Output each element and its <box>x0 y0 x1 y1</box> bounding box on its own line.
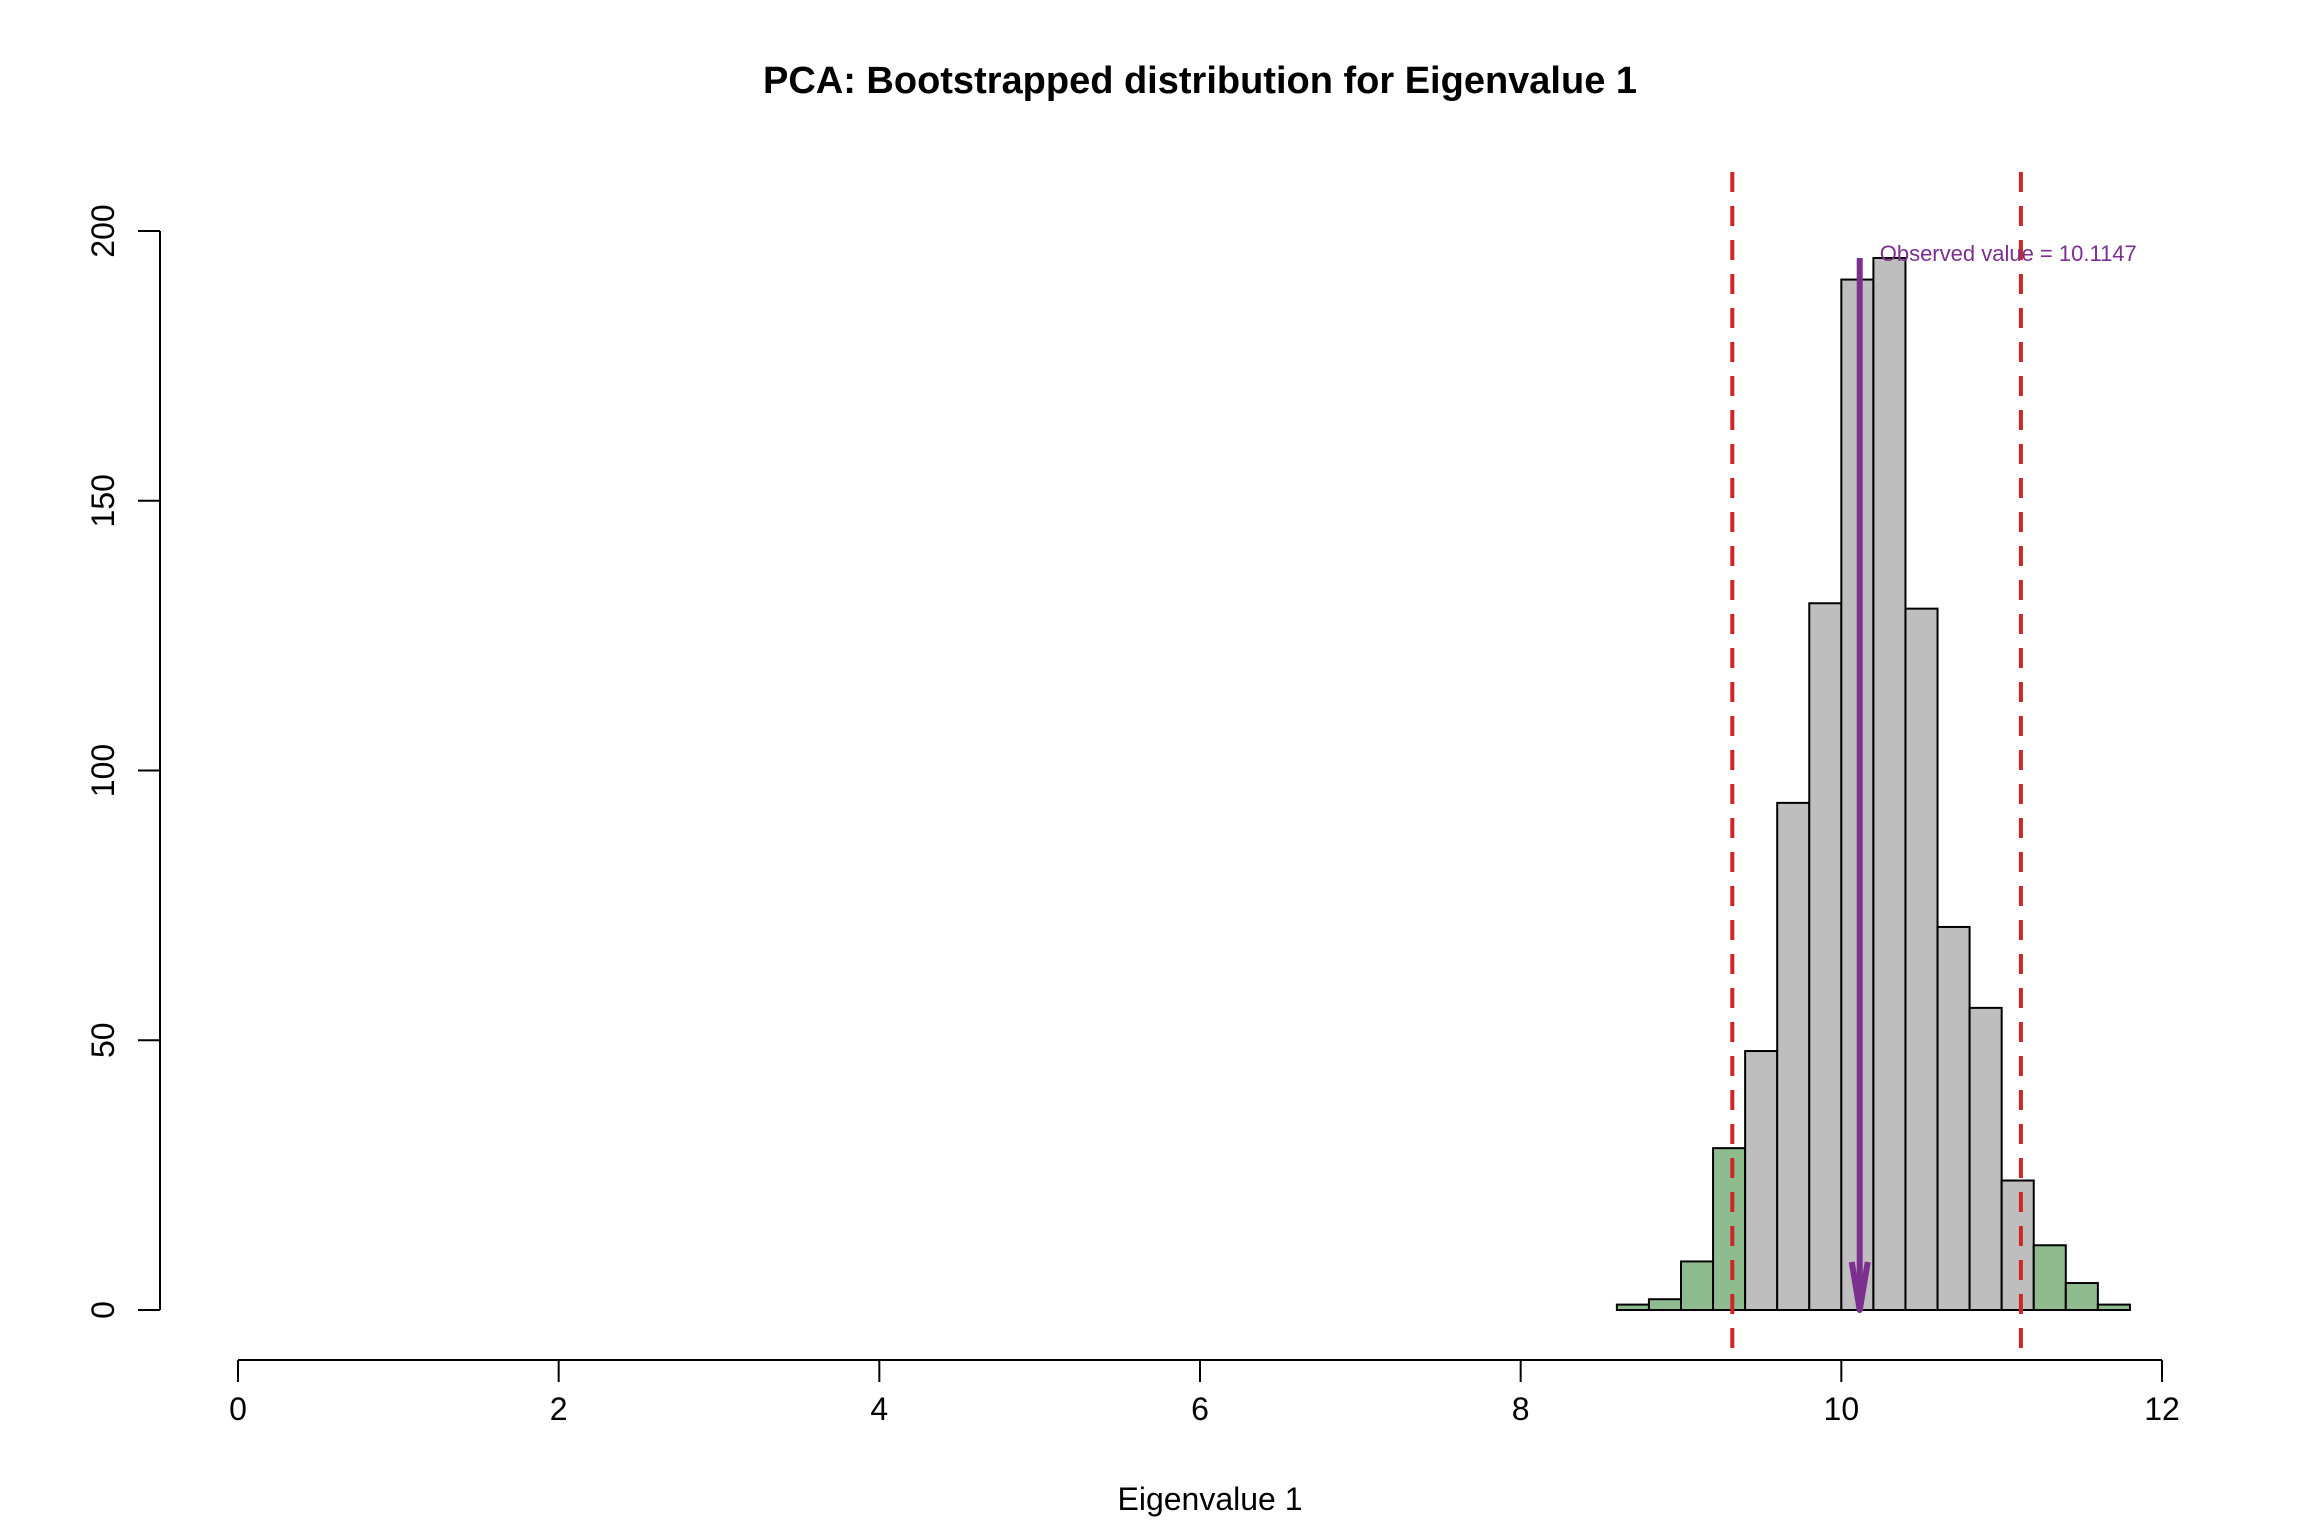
x-tick-label: 0 <box>229 1391 247 1427</box>
y-tick-label: 50 <box>85 1022 121 1058</box>
x-axis: 0 2 4 6 8 10 12 <box>229 1359 2180 1427</box>
histogram-bar <box>1904 607 1939 1311</box>
histogram-bar <box>2032 1244 2067 1312</box>
observed-marker: Observed value = 10.1147 <box>1848 241 2137 1313</box>
y-tick-label: 100 <box>85 744 121 797</box>
x-tick-label: 4 <box>870 1391 888 1427</box>
histogram-bar <box>1647 1298 1683 1311</box>
histogram-bar <box>1680 1260 1715 1311</box>
histogram-bar <box>1872 256 1907 1312</box>
chart-title: PCA: Bootstrapped distribution for Eigen… <box>763 60 1637 102</box>
observed-value-label: Observed value = 10.1147 <box>1880 241 2137 266</box>
x-tick-label: 12 <box>2144 1391 2180 1427</box>
y-tick-label: 0 <box>85 1301 121 1319</box>
bars-layer <box>1615 256 2131 1312</box>
x-tick-label: 6 <box>1191 1391 1209 1427</box>
histogram-bar <box>1776 801 1811 1311</box>
x-tick-label: 10 <box>1824 1391 1860 1427</box>
histogram-bar <box>1712 1147 1747 1312</box>
histogram-bar <box>1808 602 1843 1311</box>
histogram-bar <box>2096 1303 2131 1311</box>
histogram-bar <box>1744 1050 1779 1312</box>
histogram-bar <box>1615 1303 1650 1311</box>
histogram-bar <box>1968 1006 2003 1311</box>
observed-arrow-head <box>1848 1261 1871 1313</box>
histogram-bar <box>1936 925 1971 1312</box>
y-axis: 0 50 100 150 200 <box>85 204 161 1319</box>
x-axis-label: Eigenvalue 1 <box>1117 1481 1302 1517</box>
x-tick-label: 2 <box>550 1391 568 1427</box>
histogram-bar <box>2064 1282 2099 1312</box>
y-tick-label: 150 <box>85 474 121 527</box>
confidence-lines <box>1730 172 2023 1360</box>
x-tick-label: 8 <box>1512 1391 1530 1427</box>
y-tick-label: 200 <box>85 204 121 257</box>
histogram-bar <box>2000 1179 2035 1312</box>
